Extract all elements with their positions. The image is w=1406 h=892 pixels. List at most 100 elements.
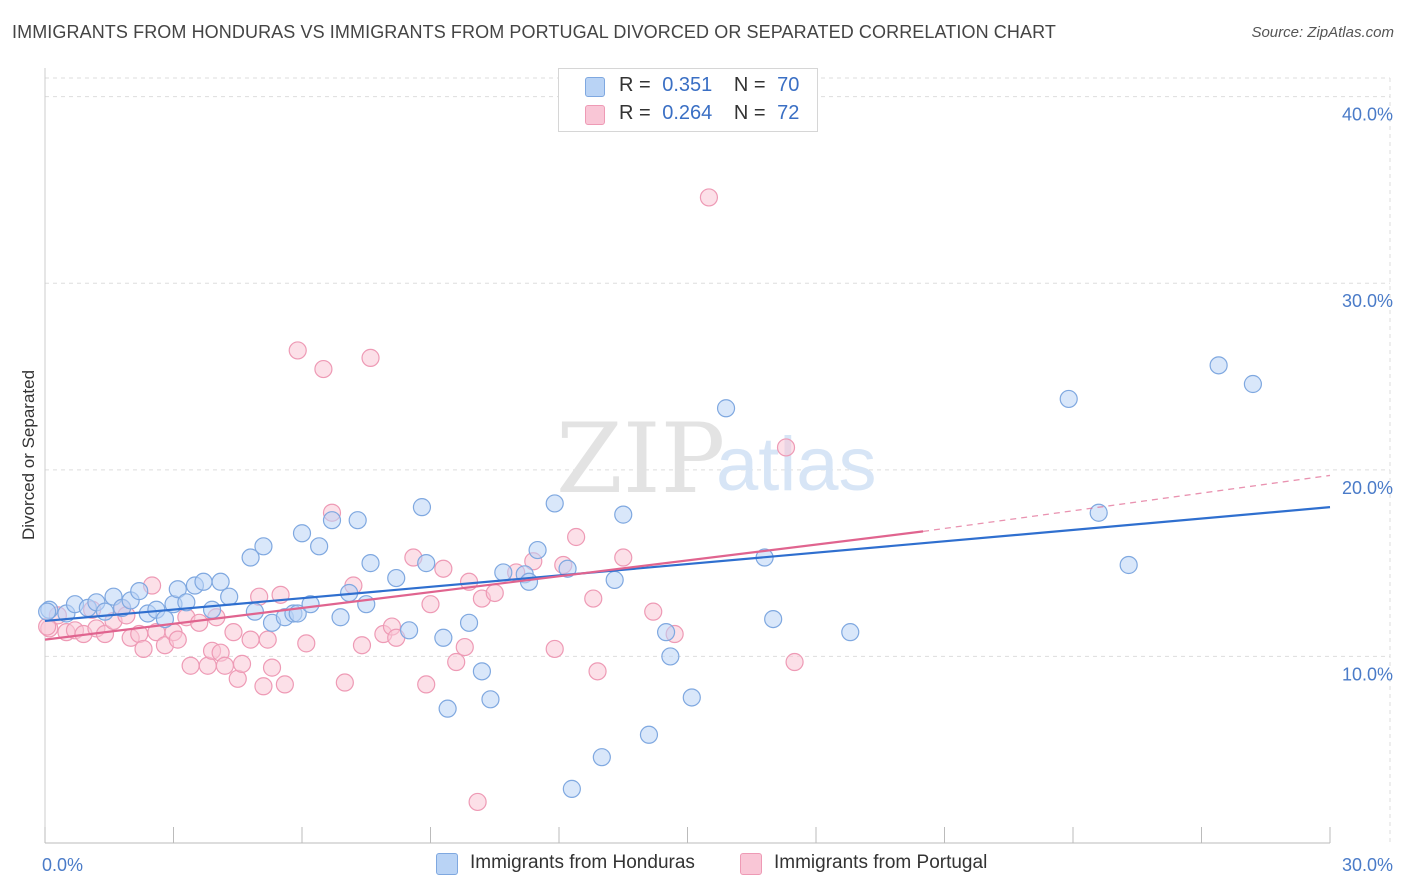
legend-r-label: R =	[619, 102, 651, 124]
bottom-legend-swatch-portugal	[740, 853, 762, 875]
honduras-point	[562, 779, 581, 798]
portugal-point	[447, 652, 466, 672]
correlation-legend: R = 0.351 N = 70 R = 0.264 N = 72	[558, 68, 818, 132]
portugal-point	[567, 527, 586, 547]
portugal-point	[434, 559, 453, 578]
portugal-point	[545, 639, 564, 659]
bottom-legend-label-portugal: Immigrants from Portugal	[774, 852, 988, 873]
portugal-point	[258, 630, 277, 649]
portugal-point	[614, 548, 633, 567]
honduras-point	[292, 524, 312, 543]
honduras-point	[545, 494, 564, 513]
honduras-point	[1119, 555, 1138, 575]
honduras-point	[472, 662, 491, 681]
honduras-point	[331, 608, 350, 627]
trend-line-portugal	[44, 530, 924, 641]
bottom-legend-label-honduras: Immigrants from Honduras	[470, 852, 695, 873]
honduras-point	[348, 511, 367, 530]
portugal-point	[232, 654, 252, 673]
honduras-point	[254, 537, 273, 556]
y-tick-label: 10.0%	[1342, 664, 1393, 684]
honduras-point	[494, 563, 513, 582]
honduras-point	[716, 399, 736, 418]
legend-r-value: 0.264	[662, 102, 713, 124]
legend-text-portugal: R = 0.264 N = 72	[619, 102, 799, 125]
portugal-point	[215, 656, 234, 675]
portugal-point	[314, 359, 333, 379]
portugal-point	[335, 673, 354, 692]
legend-n-value: 72	[777, 102, 800, 124]
watermark-atlas: atlas	[716, 422, 877, 507]
honduras-point	[1089, 503, 1108, 522]
honduras-point	[605, 570, 624, 590]
legend-n-label: N =	[733, 74, 766, 96]
x-tick-label: 0.0%	[42, 855, 83, 875]
trend-lines	[44, 474, 1331, 641]
honduras-point	[764, 609, 783, 629]
zipatlas-watermark: ZIP atlas	[556, 403, 877, 515]
legend-n-value: 70	[777, 74, 800, 96]
axes	[44, 68, 1331, 844]
honduras-point	[177, 593, 196, 612]
legend-swatch-portugal	[585, 105, 605, 125]
honduras-point	[387, 568, 406, 588]
legend-n-label: N =	[733, 102, 766, 124]
honduras-point	[592, 748, 611, 767]
portugal-point	[262, 658, 282, 677]
portugal-point	[275, 675, 294, 694]
portugal-point	[168, 630, 187, 649]
portugal-point	[455, 637, 474, 657]
portugal-point	[241, 630, 260, 649]
honduras-point	[438, 699, 457, 718]
watermark-zip: ZIP	[556, 403, 725, 515]
honduras-point	[614, 505, 633, 524]
portugal-point	[297, 634, 316, 653]
honduras-point	[245, 602, 264, 621]
portugal-point	[417, 675, 436, 694]
portugal-point	[485, 583, 504, 603]
y-tick-label: 20.0%	[1342, 478, 1393, 498]
honduras-point	[211, 572, 230, 591]
honduras-point	[399, 621, 419, 640]
honduras-point	[412, 498, 432, 517]
honduras-point	[1243, 374, 1263, 394]
legend-r-label: R =	[619, 74, 651, 96]
honduras-point	[194, 572, 213, 591]
portugal-point	[190, 613, 209, 632]
portugal-point	[644, 602, 663, 621]
honduras-point	[661, 647, 680, 666]
bottom-legend-swatch-honduras	[436, 853, 458, 875]
portugal-point	[361, 348, 380, 367]
honduras-point	[656, 623, 676, 642]
chart-title: IMMIGRANTS FROM HONDURAS VS IMMIGRANTS F…	[12, 22, 1056, 42]
legend-text-honduras: R = 0.351 N = 70	[619, 74, 799, 97]
honduras-point	[459, 613, 479, 632]
honduras-point	[841, 623, 860, 642]
honduras-point	[241, 548, 260, 567]
honduras-point	[481, 690, 500, 709]
portugal-point	[288, 341, 307, 360]
portugal-point	[224, 623, 243, 642]
honduras-point	[1059, 389, 1078, 409]
portugal-point	[776, 438, 796, 457]
honduras-point	[168, 580, 187, 599]
honduras-point	[220, 587, 239, 606]
honduras-point	[434, 628, 453, 647]
source-label: Source: ZipAtlas.com	[1251, 24, 1394, 41]
portugal-point	[468, 792, 487, 812]
x-tick-label: 30.0%	[1342, 855, 1393, 875]
portugal-point	[254, 677, 273, 696]
y-tick-label: 30.0%	[1342, 291, 1393, 311]
honduras-point	[130, 582, 149, 601]
honduras-point	[95, 602, 115, 621]
tick-labels: 10.0% 20.0% 30.0% 40.0% 0.0% 30.0%	[42, 105, 1393, 875]
portugal-point	[699, 188, 719, 207]
portugal-point	[584, 589, 603, 608]
trend-line-honduras	[44, 506, 1331, 623]
portugal-point	[134, 639, 153, 659]
honduras-point	[38, 602, 57, 621]
portugal-point	[588, 662, 607, 681]
honduras-point	[361, 554, 380, 573]
y-axis-label: Divorced or Separated	[19, 370, 38, 540]
honduras-point	[1209, 356, 1228, 375]
